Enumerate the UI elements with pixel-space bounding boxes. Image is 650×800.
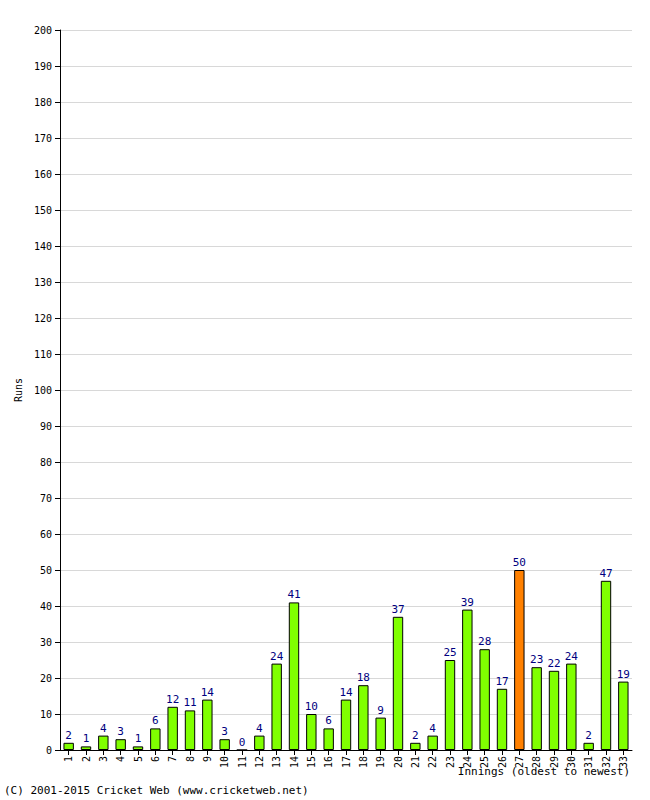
svg-text:13: 13: [271, 756, 282, 768]
svg-text:6: 6: [152, 714, 159, 727]
svg-text:1: 1: [135, 732, 142, 745]
svg-text:25: 25: [479, 756, 490, 768]
svg-text:20: 20: [393, 756, 404, 768]
svg-text:14: 14: [289, 756, 300, 768]
svg-text:4: 4: [100, 722, 107, 735]
svg-text:6: 6: [150, 756, 161, 762]
svg-text:10: 10: [40, 709, 52, 720]
svg-text:3: 3: [98, 756, 109, 762]
svg-text:60: 60: [40, 529, 52, 540]
svg-text:23: 23: [530, 653, 543, 666]
svg-text:28: 28: [531, 756, 542, 768]
svg-text:12: 12: [254, 756, 265, 768]
svg-text:19: 19: [617, 668, 630, 681]
svg-text:90: 90: [40, 421, 52, 432]
svg-text:160: 160: [34, 169, 52, 180]
svg-text:Innings (oldest to newest): Innings (oldest to newest): [457, 765, 630, 778]
svg-text:150: 150: [34, 205, 52, 216]
svg-text:16: 16: [323, 756, 334, 768]
svg-text:50: 50: [513, 556, 526, 569]
svg-text:3: 3: [221, 725, 228, 738]
svg-text:1: 1: [63, 756, 74, 762]
svg-text:70: 70: [40, 493, 52, 504]
svg-text:47: 47: [599, 567, 612, 580]
svg-text:29: 29: [549, 756, 560, 768]
svg-text:26: 26: [497, 756, 508, 768]
svg-text:15: 15: [306, 756, 317, 768]
svg-text:190: 190: [34, 61, 52, 72]
svg-text:18: 18: [357, 671, 370, 684]
svg-text:40: 40: [40, 601, 52, 612]
svg-text:31: 31: [583, 756, 594, 768]
svg-text:(C) 2001-2015 Cricket Web (www: (C) 2001-2015 Cricket Web (www.cricketwe…: [4, 784, 309, 797]
svg-text:14: 14: [339, 686, 353, 699]
svg-text:18: 18: [358, 756, 369, 768]
svg-text:5: 5: [133, 756, 144, 762]
svg-text:14: 14: [201, 686, 215, 699]
svg-text:200: 200: [34, 25, 52, 36]
svg-text:28: 28: [478, 635, 491, 648]
svg-text:24: 24: [565, 650, 579, 663]
svg-text:9: 9: [202, 756, 213, 762]
svg-text:23: 23: [445, 756, 456, 768]
svg-text:41: 41: [287, 588, 300, 601]
svg-text:10: 10: [305, 700, 318, 713]
svg-text:32: 32: [601, 756, 612, 768]
svg-text:30: 30: [40, 637, 52, 648]
svg-text:140: 140: [34, 241, 52, 252]
svg-text:1: 1: [83, 732, 90, 745]
svg-text:22: 22: [547, 657, 560, 670]
svg-text:80: 80: [40, 457, 52, 468]
svg-text:12: 12: [166, 693, 179, 706]
svg-text:24: 24: [462, 756, 473, 768]
svg-text:8: 8: [185, 756, 196, 762]
svg-text:100: 100: [34, 385, 52, 396]
svg-text:110: 110: [34, 349, 52, 360]
svg-text:0: 0: [46, 745, 52, 756]
svg-text:4: 4: [256, 722, 263, 735]
svg-text:Runs: Runs: [13, 378, 24, 402]
svg-text:50: 50: [40, 565, 52, 576]
svg-text:6: 6: [325, 714, 332, 727]
svg-text:10: 10: [219, 756, 230, 768]
svg-text:0: 0: [239, 736, 246, 749]
svg-text:170: 170: [34, 133, 52, 144]
svg-text:22: 22: [427, 756, 438, 768]
svg-text:11: 11: [237, 756, 248, 768]
svg-text:11: 11: [183, 696, 196, 709]
svg-text:33: 33: [618, 756, 629, 768]
svg-text:2: 2: [412, 729, 419, 742]
svg-text:2: 2: [65, 729, 72, 742]
svg-text:3: 3: [117, 725, 124, 738]
svg-text:17: 17: [495, 675, 508, 688]
svg-text:27: 27: [514, 756, 525, 768]
svg-text:2: 2: [81, 756, 92, 762]
svg-text:180: 180: [34, 97, 52, 108]
svg-text:17: 17: [341, 756, 352, 768]
svg-text:4: 4: [115, 756, 126, 762]
svg-text:39: 39: [461, 596, 474, 609]
svg-text:2: 2: [585, 729, 592, 742]
svg-text:30: 30: [566, 756, 577, 768]
svg-text:19: 19: [375, 756, 386, 768]
svg-text:120: 120: [34, 313, 52, 324]
svg-text:7: 7: [167, 756, 178, 762]
svg-text:21: 21: [410, 756, 421, 768]
svg-text:130: 130: [34, 277, 52, 288]
svg-text:25: 25: [443, 646, 456, 659]
svg-text:4: 4: [429, 722, 436, 735]
svg-text:20: 20: [40, 673, 52, 684]
svg-text:9: 9: [377, 704, 384, 717]
svg-text:24: 24: [270, 650, 284, 663]
svg-text:37: 37: [391, 603, 404, 616]
